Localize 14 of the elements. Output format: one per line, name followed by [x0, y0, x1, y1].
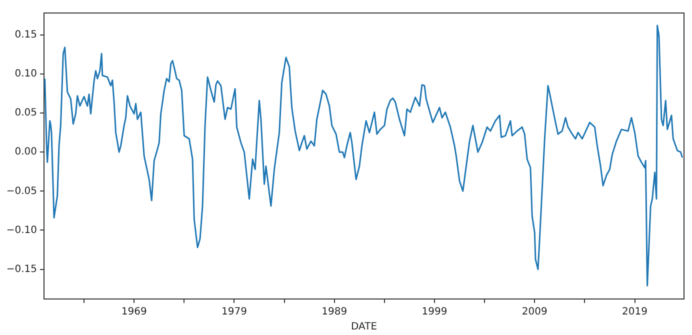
- y-tick-label: 0.10: [14, 68, 37, 80]
- y-tick-label: −0.15: [6, 264, 37, 275]
- y-tick-label: −0.05: [6, 186, 37, 197]
- x-tick-label: 2009: [522, 306, 548, 318]
- x-tick-label: 1979: [222, 306, 247, 318]
- y-tick-label: 0.00: [14, 146, 37, 158]
- y-tick-label: 0.15: [14, 29, 37, 40]
- y-tick-label: 0.05: [14, 108, 37, 119]
- x-tick-label: 1999: [422, 306, 448, 318]
- x-axis-title: DATE: [350, 322, 378, 333]
- x-tick-label: 2019: [622, 306, 648, 318]
- y-tick-label: −0.10: [6, 224, 37, 236]
- x-tick-label: 1969: [121, 306, 147, 318]
- x-tick-label: 1989: [322, 306, 348, 318]
